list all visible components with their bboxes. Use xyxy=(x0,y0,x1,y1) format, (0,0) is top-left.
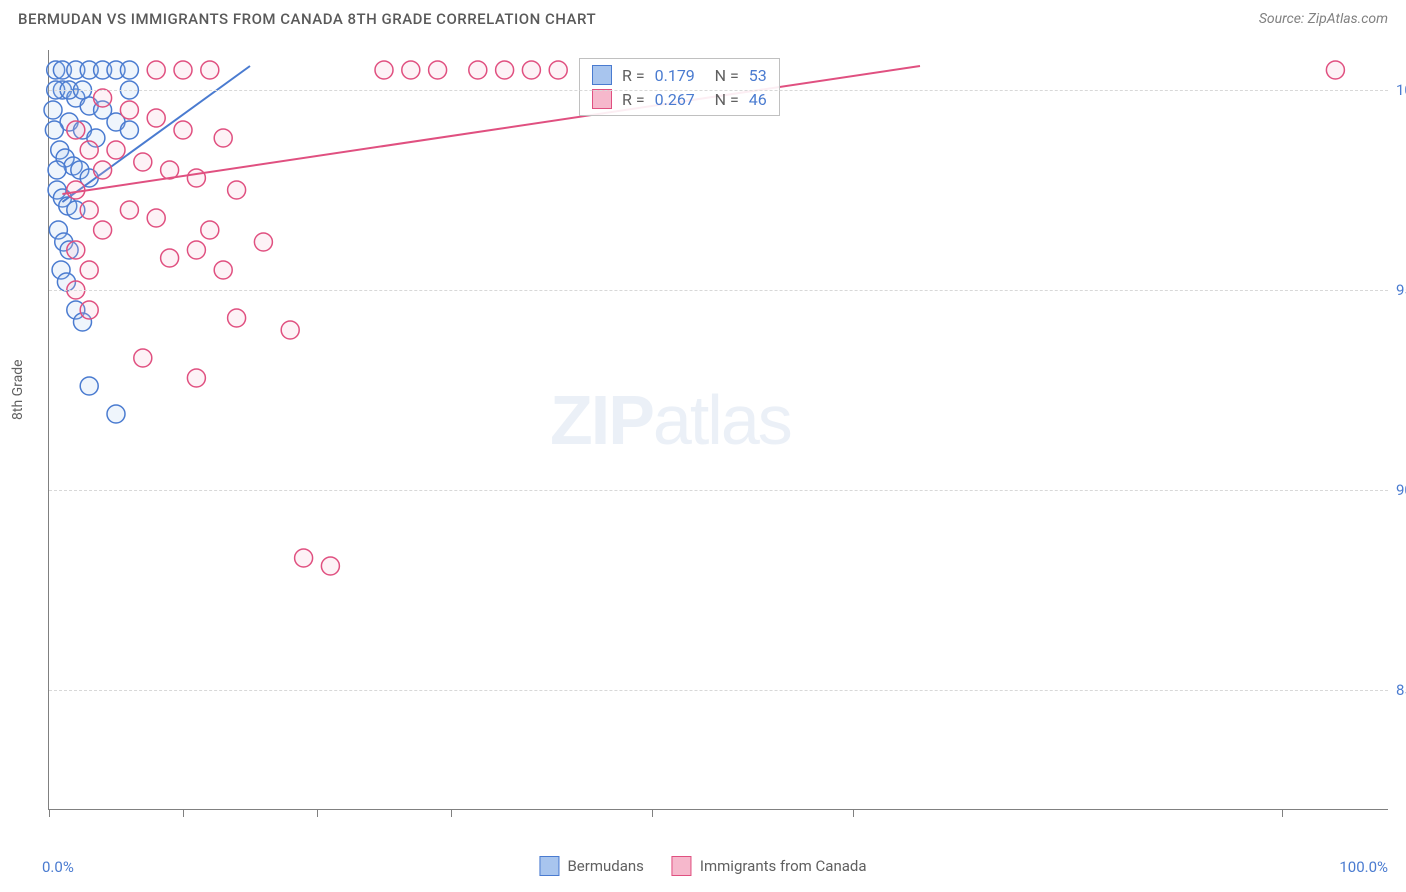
scatter-point xyxy=(429,61,447,79)
gridline xyxy=(49,90,1388,91)
stats-row-series1: R = 0.179 N = 53 xyxy=(592,63,767,87)
scatter-point xyxy=(469,61,487,79)
chart-legend: Bermudans Immigrants from Canada xyxy=(539,856,866,876)
scatter-point xyxy=(67,181,85,199)
y-tick-label: 100.0% xyxy=(1396,81,1406,99)
scatter-point xyxy=(228,181,246,199)
scatter-point xyxy=(254,233,272,251)
scatter-point xyxy=(496,61,514,79)
scatter-point xyxy=(187,169,205,187)
n-label: N = xyxy=(715,90,739,109)
scatter-point xyxy=(402,61,420,79)
scatter-point xyxy=(522,61,540,79)
scatter-point xyxy=(94,89,112,107)
swatch-legend-series1 xyxy=(539,856,559,876)
scatter-point xyxy=(147,109,165,127)
x-tick xyxy=(451,809,452,817)
x-tick xyxy=(652,809,653,817)
r-label: R = xyxy=(622,90,645,109)
gridline xyxy=(49,490,1388,491)
scatter-point xyxy=(67,121,85,139)
chart-title: BERMUDAN VS IMMIGRANTS FROM CANADA 8TH G… xyxy=(18,10,596,28)
legend-item-series2: Immigrants from Canada xyxy=(672,856,867,876)
scatter-point xyxy=(147,61,165,79)
scatter-point xyxy=(214,261,232,279)
scatter-point xyxy=(1326,61,1344,79)
scatter-point xyxy=(295,549,313,567)
y-tick-label: 95.0% xyxy=(1396,281,1406,299)
scatter-point xyxy=(201,221,219,239)
scatter-point xyxy=(120,61,138,79)
scatter-point xyxy=(201,61,219,79)
swatch-series2 xyxy=(592,89,612,109)
scatter-point xyxy=(120,201,138,219)
gridline xyxy=(49,290,1388,291)
scatter-point xyxy=(214,129,232,147)
legend-item-series1: Bermudans xyxy=(539,856,643,876)
scatter-point xyxy=(80,377,98,395)
y-tick-label: 85.0% xyxy=(1396,681,1406,699)
y-axis-label: 8th Grade xyxy=(10,359,26,420)
x-tick xyxy=(1282,809,1283,817)
scatter-point xyxy=(80,301,98,319)
scatter-point xyxy=(80,201,98,219)
r-value-series2: 0.267 xyxy=(655,90,705,109)
n-value-series2: 46 xyxy=(749,90,767,109)
swatch-legend-series2 xyxy=(672,856,692,876)
r-value-series1: 0.179 xyxy=(655,66,705,85)
scatter-point xyxy=(67,241,85,259)
scatter-point xyxy=(107,405,125,423)
scatter-point xyxy=(147,209,165,227)
n-value-series1: 53 xyxy=(749,66,767,85)
scatter-point xyxy=(120,121,138,139)
x-tick xyxy=(853,809,854,817)
scatter-point xyxy=(187,241,205,259)
scatter-point xyxy=(45,121,63,139)
scatter-point xyxy=(281,321,299,339)
scatter-point xyxy=(375,61,393,79)
x-axis-max-label: 100.0% xyxy=(1339,858,1388,876)
scatter-point xyxy=(48,161,66,179)
chart-plot-area: R = 0.179 N = 53 R = 0.267 N = 46 85.0%9… xyxy=(48,50,1388,810)
x-axis-min-label: 0.0% xyxy=(42,858,74,876)
scatter-point xyxy=(134,349,152,367)
scatter-plot-svg xyxy=(49,50,1388,809)
scatter-point xyxy=(94,161,112,179)
scatter-point xyxy=(187,369,205,387)
n-label: N = xyxy=(715,66,739,85)
scatter-point xyxy=(549,61,567,79)
gridline xyxy=(49,690,1388,691)
swatch-series1 xyxy=(592,65,612,85)
legend-label-series2: Immigrants from Canada xyxy=(700,857,867,875)
scatter-point xyxy=(107,141,125,159)
correlation-stats-box: R = 0.179 N = 53 R = 0.267 N = 46 xyxy=(579,58,780,116)
x-tick xyxy=(49,809,50,817)
scatter-point xyxy=(80,261,98,279)
x-tick xyxy=(183,809,184,817)
scatter-point xyxy=(80,141,98,159)
scatter-point xyxy=(174,61,192,79)
y-tick-label: 90.0% xyxy=(1396,481,1406,499)
scatter-point xyxy=(94,221,112,239)
scatter-point xyxy=(161,249,179,267)
x-tick xyxy=(317,809,318,817)
scatter-point xyxy=(44,101,62,119)
legend-label-series1: Bermudans xyxy=(567,857,643,875)
source-attribution: Source: ZipAtlas.com xyxy=(1259,11,1388,27)
scatter-point xyxy=(228,309,246,327)
scatter-point xyxy=(120,101,138,119)
scatter-point xyxy=(134,153,152,171)
r-label: R = xyxy=(622,66,645,85)
scatter-point xyxy=(174,121,192,139)
scatter-point xyxy=(321,557,339,575)
